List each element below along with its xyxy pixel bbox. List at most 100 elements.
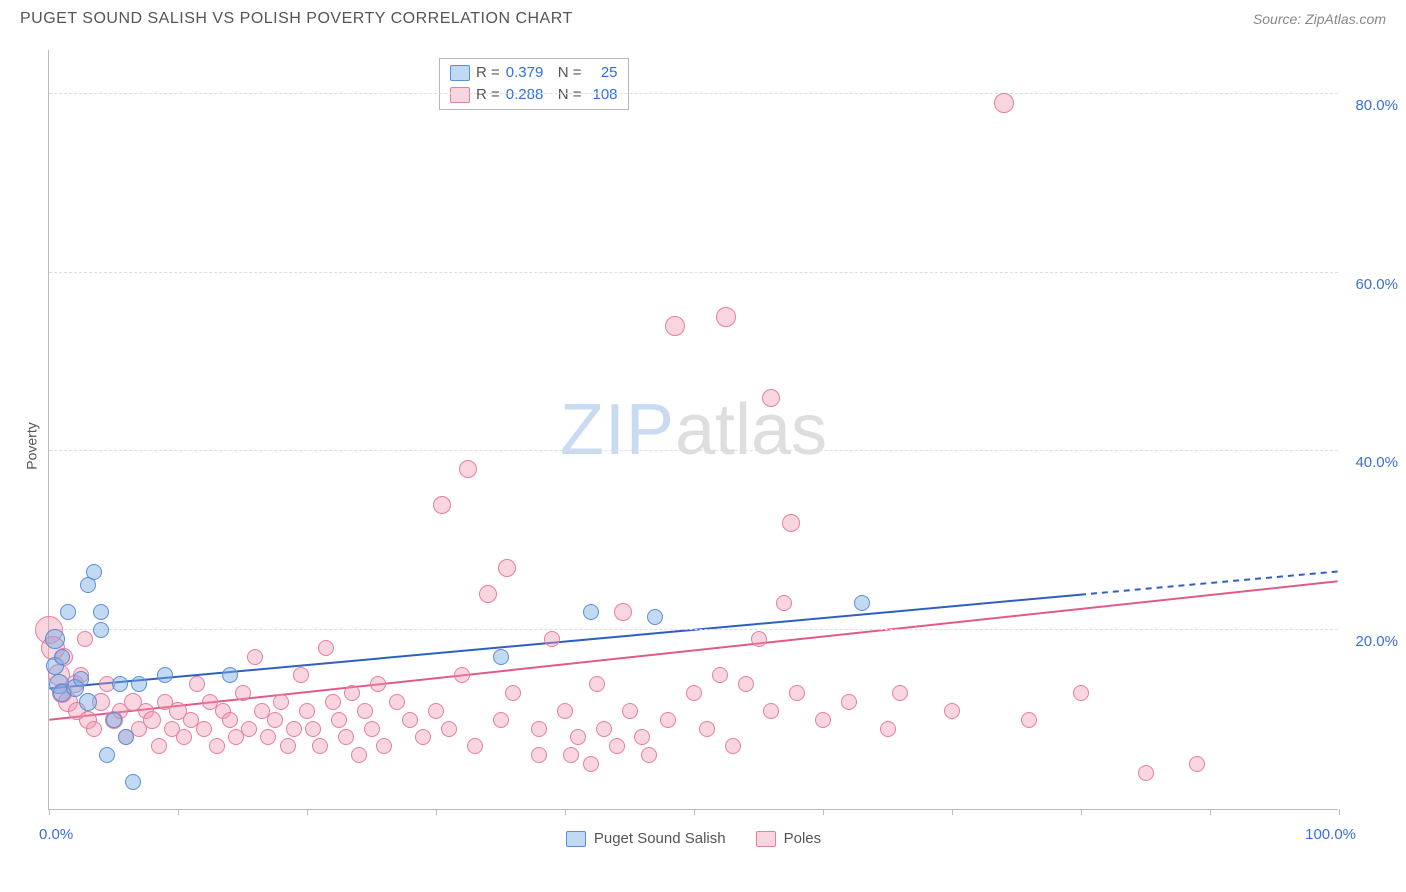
scatter-point bbox=[892, 685, 908, 701]
scatter-point bbox=[235, 685, 251, 701]
scatter-point bbox=[1021, 712, 1037, 728]
scatter-point bbox=[79, 693, 97, 711]
scatter-point bbox=[344, 685, 360, 701]
stat-r-label: R = bbox=[476, 84, 500, 106]
scatter-point bbox=[614, 603, 632, 621]
scatter-point bbox=[493, 712, 509, 728]
scatter-point bbox=[176, 729, 192, 745]
scatter-point bbox=[589, 676, 605, 692]
scatter-point bbox=[157, 667, 173, 683]
scatter-point bbox=[994, 93, 1014, 113]
scatter-point bbox=[570, 729, 586, 745]
scatter-point bbox=[660, 712, 676, 728]
y-tick-label: 40.0% bbox=[1355, 454, 1398, 471]
scatter-point bbox=[415, 729, 431, 745]
scatter-point bbox=[286, 721, 302, 737]
scatter-point bbox=[762, 389, 780, 407]
scatter-point bbox=[293, 667, 309, 683]
stat-r-label: R = bbox=[476, 62, 500, 84]
watermark-part1: ZIP bbox=[560, 390, 675, 470]
scatter-point bbox=[428, 703, 444, 719]
scatter-point bbox=[493, 649, 509, 665]
watermark: ZIPatlas bbox=[560, 389, 827, 471]
scatter-point bbox=[99, 747, 115, 763]
scatter-point bbox=[112, 676, 128, 692]
gridline bbox=[49, 450, 1338, 451]
scatter-point bbox=[93, 622, 109, 638]
scatter-point bbox=[641, 747, 657, 763]
x-tick bbox=[1339, 809, 1340, 815]
scatter-point bbox=[389, 694, 405, 710]
scatter-point bbox=[647, 609, 663, 625]
scatter-point bbox=[712, 667, 728, 683]
stat-n-pink: 108 bbox=[588, 84, 618, 106]
scatter-point bbox=[467, 738, 483, 754]
stat-r-blue: 0.379 bbox=[506, 62, 552, 84]
scatter-point bbox=[273, 694, 289, 710]
legend-label-pink: Poles bbox=[784, 830, 822, 847]
x-tick bbox=[694, 809, 695, 815]
scatter-point bbox=[531, 721, 547, 737]
legend-label-blue: Puget Sound Salish bbox=[594, 830, 726, 847]
scatter-point bbox=[751, 631, 767, 647]
scatter-point bbox=[782, 514, 800, 532]
scatter-chart: ZIPatlas R = 0.379 N = 25 R = 0.288 N = … bbox=[48, 50, 1338, 810]
x-tick bbox=[307, 809, 308, 815]
gridline bbox=[49, 93, 1338, 94]
y-tick-label: 80.0% bbox=[1355, 97, 1398, 114]
scatter-point bbox=[73, 671, 89, 687]
scatter-point bbox=[880, 721, 896, 737]
scatter-point bbox=[151, 738, 167, 754]
scatter-point bbox=[351, 747, 367, 763]
y-axis-label: Poverty bbox=[24, 422, 40, 469]
scatter-point bbox=[1073, 685, 1089, 701]
scatter-point bbox=[357, 703, 373, 719]
x-tick bbox=[1210, 809, 1211, 815]
x-tick bbox=[178, 809, 179, 815]
scatter-point bbox=[118, 729, 134, 745]
scatter-point bbox=[125, 774, 141, 790]
scatter-point bbox=[86, 564, 102, 580]
scatter-point bbox=[596, 721, 612, 737]
x-max-label: 100.0% bbox=[1305, 826, 1356, 843]
scatter-point bbox=[280, 738, 296, 754]
x-min-label: 0.0% bbox=[39, 826, 73, 843]
x-tick bbox=[823, 809, 824, 815]
scatter-point bbox=[479, 585, 497, 603]
legend-item-pink: Poles bbox=[756, 830, 822, 847]
scatter-point bbox=[312, 738, 328, 754]
scatter-point bbox=[86, 721, 102, 737]
scatter-point bbox=[196, 721, 212, 737]
scatter-point bbox=[459, 460, 477, 478]
gridline bbox=[49, 629, 1338, 630]
scatter-point bbox=[544, 631, 560, 647]
scatter-point bbox=[370, 676, 386, 692]
swatch-blue bbox=[450, 65, 470, 81]
scatter-point bbox=[93, 604, 109, 620]
scatter-point bbox=[1138, 765, 1154, 781]
legend-item-blue: Puget Sound Salish bbox=[566, 830, 726, 847]
scatter-point bbox=[815, 712, 831, 728]
stat-r-pink: 0.288 bbox=[506, 84, 552, 106]
stat-n-label: N = bbox=[558, 84, 582, 106]
x-tick bbox=[565, 809, 566, 815]
correlation-stats-box: R = 0.379 N = 25 R = 0.288 N = 108 bbox=[439, 58, 629, 110]
scatter-point bbox=[143, 711, 161, 729]
scatter-point bbox=[557, 703, 573, 719]
scatter-point bbox=[267, 712, 283, 728]
scatter-point bbox=[841, 694, 857, 710]
scatter-point bbox=[222, 667, 238, 683]
stat-n-blue: 25 bbox=[588, 62, 618, 84]
scatter-point bbox=[376, 738, 392, 754]
scatter-point bbox=[454, 667, 470, 683]
scatter-point bbox=[60, 604, 76, 620]
scatter-point bbox=[789, 685, 805, 701]
gridline bbox=[49, 272, 1338, 273]
scatter-point bbox=[299, 703, 315, 719]
scatter-point bbox=[665, 316, 685, 336]
scatter-point bbox=[131, 676, 147, 692]
scatter-point bbox=[583, 756, 599, 772]
scatter-point bbox=[189, 676, 205, 692]
scatter-point bbox=[505, 685, 521, 701]
scatter-point bbox=[622, 703, 638, 719]
